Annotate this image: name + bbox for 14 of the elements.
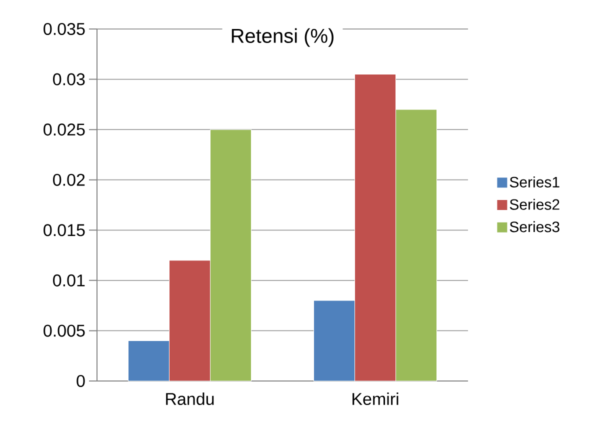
x-tick-label: Randu — [166, 392, 214, 406]
y-tick-label: 0.015 — [44, 224, 85, 236]
y-tick-label: 0.01 — [53, 274, 85, 286]
chart-title: Retensi (%) — [232, 28, 334, 47]
x-tick-label: Kemiri — [352, 392, 398, 406]
legend-label: Series3 — [510, 221, 560, 232]
y-tick-label: 0 — [76, 374, 85, 388]
y-tick-label: 0.02 — [53, 174, 85, 186]
y-tick-label: 0.03 — [53, 73, 85, 86]
legend-label: Series2 — [510, 198, 560, 210]
y-tick-label: 0.005 — [44, 324, 85, 337]
legend-label: Series1 — [510, 176, 560, 188]
y-tick-label: 0.025 — [44, 124, 85, 136]
y-tick-label: 0.035 — [44, 22, 85, 36]
